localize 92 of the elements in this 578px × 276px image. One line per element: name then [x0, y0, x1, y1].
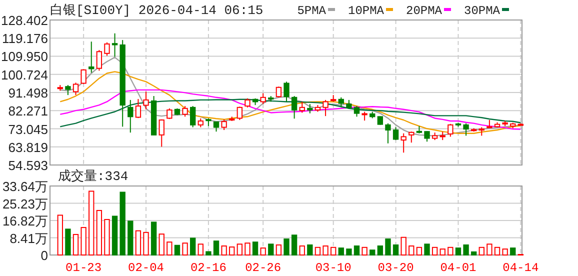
bar: [354, 245, 360, 256]
bar: [392, 244, 399, 256]
bar: [291, 234, 298, 256]
y-tick-label: 100.724: [1, 67, 48, 82]
legend-label: 5PMA: [297, 4, 327, 18]
y-tick-label: 0: [40, 248, 48, 263]
bar: [150, 222, 157, 256]
bar: [440, 248, 446, 256]
y-tick-label: 8.41万: [10, 230, 48, 246]
y-tick-label: 73.045: [8, 122, 48, 137]
x-tick-label: 04-01: [440, 261, 476, 275]
bar: [494, 246, 500, 256]
bar: [260, 248, 266, 256]
y-tick-label: 109.950: [1, 49, 48, 64]
y-tick-label: 16.82万: [2, 214, 48, 228]
bar: [510, 248, 516, 256]
bar: [120, 192, 126, 256]
bar: [455, 248, 462, 256]
y-tick-label: 25.23万: [2, 196, 48, 212]
bar: [206, 251, 212, 256]
bar: [471, 251, 477, 256]
bar: [346, 248, 352, 256]
legend-item: 30PMA: [464, 4, 509, 18]
bar: [424, 244, 430, 256]
bar: [213, 240, 220, 256]
bar: [370, 250, 376, 256]
bar: [385, 238, 391, 256]
bar: [198, 244, 204, 256]
bar: [143, 232, 149, 256]
y-tick-label: 91.498: [8, 86, 48, 100]
line-series: [60, 89, 522, 130]
x-tick-label: 02-04: [128, 261, 164, 275]
bar: [174, 244, 180, 256]
legend-label: 30PMA: [464, 4, 501, 18]
bar: [377, 245, 384, 256]
bar: [284, 238, 290, 256]
bar: [112, 216, 118, 256]
bar: [128, 220, 134, 256]
bar: [322, 245, 328, 256]
bar: [362, 246, 368, 256]
bar: [252, 242, 258, 256]
bar: [338, 248, 344, 256]
y-tick-label: 63.819: [8, 140, 48, 155]
x-tick-label: 01-23: [66, 261, 102, 275]
bar: [408, 245, 414, 256]
bar: [229, 246, 235, 256]
x-tick-label: 03-20: [378, 261, 414, 275]
bar: [190, 238, 196, 256]
bar: [158, 234, 164, 256]
y-tick-label: 33.64万: [2, 179, 48, 194]
bar: [135, 230, 142, 256]
bar: [307, 244, 313, 256]
legend-item: 20PMA: [406, 4, 451, 18]
bar: [57, 214, 63, 256]
bar: [166, 242, 172, 256]
bar: [432, 246, 438, 256]
legend-item: 10PMA: [348, 4, 393, 18]
bar: [330, 246, 336, 256]
bar: [72, 234, 79, 256]
bar: [400, 236, 406, 256]
bar: [221, 245, 227, 256]
bar: [463, 244, 469, 256]
bar: [96, 210, 102, 256]
bar: [236, 244, 243, 256]
bar: [416, 246, 422, 256]
x-tick-label: 02-16: [190, 261, 226, 275]
bar: [502, 248, 508, 256]
x-tick-label: 04-14: [502, 261, 539, 275]
bar: [299, 245, 305, 256]
bar: [268, 244, 274, 256]
bar: [314, 246, 321, 256]
y-tick-label: 128.402: [1, 13, 48, 28]
bar: [88, 190, 94, 256]
legend-label: 20PMA: [406, 4, 443, 18]
bar: [276, 244, 282, 256]
bar: [448, 246, 454, 256]
bar: [80, 227, 86, 256]
bar: [65, 228, 71, 256]
y-tick-label: 82.271: [8, 104, 48, 119]
bar: [244, 242, 250, 256]
chart-title: 成交量:334: [58, 168, 128, 184]
chart-title: 白银[SI00Y] 2026-04-14 06:15: [50, 3, 264, 18]
bar: [182, 242, 188, 256]
y-tick-label: 119.176: [2, 31, 48, 46]
bar: [486, 244, 492, 256]
x-tick-label: 02-26: [245, 261, 282, 275]
bar: [104, 219, 110, 256]
bar: [478, 246, 484, 256]
legend-item: 5PMA: [297, 4, 335, 18]
x-tick-label: 03-10: [315, 261, 352, 275]
legend-label: 10PMA: [348, 4, 385, 18]
y-tick-label: 54.593: [8, 158, 48, 173]
